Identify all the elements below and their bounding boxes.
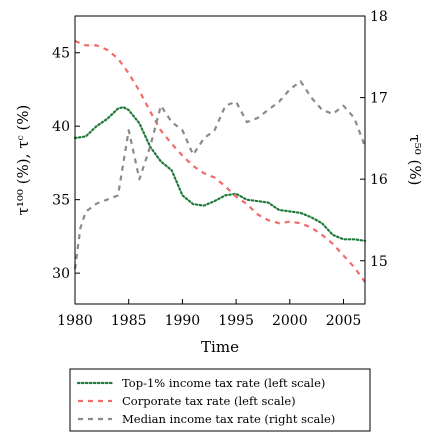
ticks-layer: 1980 1985 1990 1995 2000 2005 30 35 40 45 15 16 17 18 — [52, 9, 388, 329]
right-y-axis-title: τ⁵⁰ (%) — [406, 134, 424, 185]
left-y-tick-label: 35 — [52, 193, 70, 209]
x-tick-label: 1990 — [165, 313, 201, 329]
x-tick-label: 1995 — [218, 313, 254, 329]
right-y-tick-label: 16 — [370, 172, 388, 188]
series-line-corporate-tax — [74, 39, 366, 283]
series-line-median-income-tax — [73, 80, 367, 270]
left-y-tick-label: 40 — [52, 119, 70, 135]
right-y-tick-label: 15 — [370, 254, 388, 270]
x-axis-title: Time — [201, 338, 239, 356]
legend-label-top1: Top-1% income tax rate (left scale) — [122, 376, 325, 390]
legend-label-corporate: Corporate tax rate (left scale) — [122, 394, 296, 408]
right-y-tick-label: 17 — [370, 91, 388, 107]
legend: Top-1% income tax rate (left scale) Corp… — [69, 368, 371, 432]
x-tick-label: 1980 — [57, 313, 93, 329]
x-tick-label: 2005 — [326, 313, 362, 329]
left-y-tick-label: 45 — [52, 46, 70, 62]
legend-label-median: Median income tax rate (right scale) — [122, 412, 335, 426]
plot-area-frame — [74, 15, 366, 305]
legend-frame — [69, 368, 371, 432]
series-line-top1-income-tax — [73, 105, 367, 242]
left-y-tick-label: 30 — [52, 266, 70, 282]
series-layer — [73, 39, 367, 283]
left-y-axis-title: τ¹⁰⁰ (%), τᶜ (%) — [14, 105, 32, 216]
x-tick-label: 1985 — [111, 313, 147, 329]
x-tick-label: 2000 — [272, 313, 308, 329]
right-y-tick-label: 18 — [370, 9, 388, 25]
